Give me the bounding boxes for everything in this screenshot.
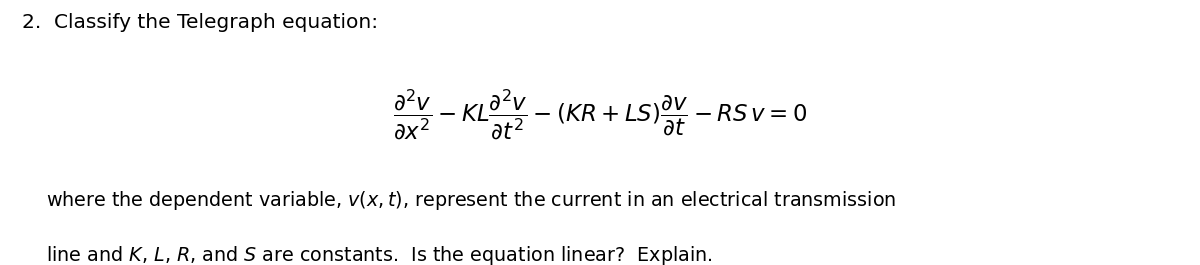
Text: where the dependent variable, $v(x,t)$, represent the current in an electrical t: where the dependent variable, $v(x,t)$, … xyxy=(46,189,896,213)
Text: 2.  Classify the Telegraph equation:: 2. Classify the Telegraph equation: xyxy=(22,13,378,32)
Text: $\dfrac{\partial^2 v}{\partial x^2} - KL\dfrac{\partial^2 v}{\partial t^2} - (KR: $\dfrac{\partial^2 v}{\partial x^2} - KL… xyxy=(392,88,808,142)
Text: line and $K$, $L$, $R$, and $S$ are constants.  Is the equation linear?  Explain: line and $K$, $L$, $R$, and $S$ are cons… xyxy=(46,244,713,265)
